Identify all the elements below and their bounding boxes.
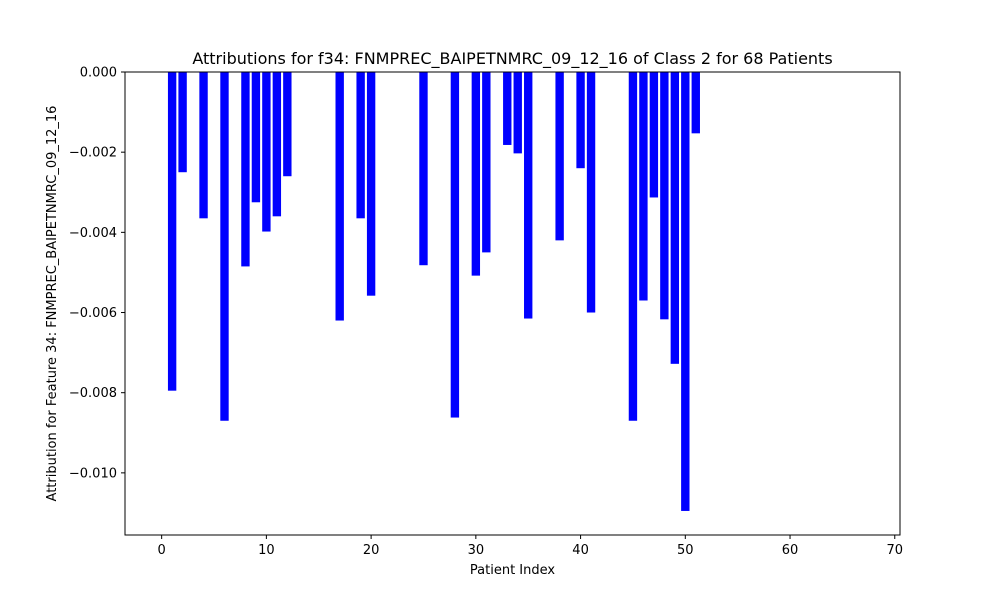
bar-patient-8 — [241, 72, 250, 267]
y-tick-label: −0.008 — [69, 386, 117, 401]
bar-patient-25 — [419, 72, 428, 266]
bar-patient-47 — [649, 72, 659, 198]
bar-patient-51 — [691, 72, 700, 134]
y-tick-label: −0.002 — [69, 146, 117, 161]
bars-layer — [167, 72, 700, 511]
bar-patient-33 — [503, 72, 512, 145]
x-tick-label: 70 — [886, 543, 903, 558]
bar-patient-41 — [586, 72, 596, 313]
bar-patient-50 — [681, 72, 690, 511]
chart-title: Attributions for f34: FNMPREC_BAIPETNMRC… — [192, 49, 832, 69]
x-tick-label: 50 — [677, 543, 694, 558]
bar-patient-30 — [471, 72, 481, 276]
x-axis-label: Patient Index — [470, 563, 555, 578]
bar-patient-4 — [199, 72, 208, 219]
bar-patient-6 — [220, 72, 229, 421]
bar-patient-20 — [366, 72, 376, 296]
bar-patient-10 — [262, 72, 271, 232]
x-tick-label: 0 — [158, 543, 166, 558]
x-tick-label: 30 — [468, 543, 485, 558]
bar-patient-38 — [555, 72, 564, 241]
bar-patient-28 — [450, 72, 460, 418]
bar-patient-46 — [639, 72, 648, 301]
bar-patient-9 — [251, 72, 261, 203]
bar-patient-48 — [660, 72, 669, 320]
bar-patient-11 — [272, 72, 282, 217]
x-tick-label: 60 — [782, 543, 799, 558]
bar-patient-40 — [576, 72, 585, 169]
plot-frame — [124, 71, 901, 536]
y-axis-label: Attribution for Feature 34: FNMPREC_BAIP… — [45, 106, 60, 502]
bar-patient-49 — [670, 72, 680, 364]
bar-patient-2 — [178, 72, 187, 173]
bar-patient-45 — [628, 72, 638, 421]
x-axis: 0 10 20 30 40 50 60 70 — [158, 535, 903, 558]
bar-patient-35 — [524, 72, 533, 319]
bar-patient-17 — [335, 72, 344, 321]
bar-patient-19 — [356, 72, 365, 219]
x-tick-label: 20 — [363, 543, 380, 558]
bar-patient-1 — [167, 72, 177, 391]
y-axis: 0.000 −0.002 −0.004 −0.006 −0.008 −0.010 — [69, 66, 125, 481]
bar-patient-31 — [482, 72, 491, 253]
x-tick-label: 10 — [258, 543, 275, 558]
y-tick-label: −0.004 — [69, 226, 117, 241]
bar-patient-34 — [513, 72, 522, 154]
y-tick-label: 0.000 — [80, 66, 117, 81]
bar-patient-12 — [283, 72, 292, 177]
y-tick-label: −0.006 — [69, 306, 117, 321]
x-tick-label: 40 — [572, 543, 589, 558]
y-tick-label: −0.010 — [69, 466, 117, 481]
